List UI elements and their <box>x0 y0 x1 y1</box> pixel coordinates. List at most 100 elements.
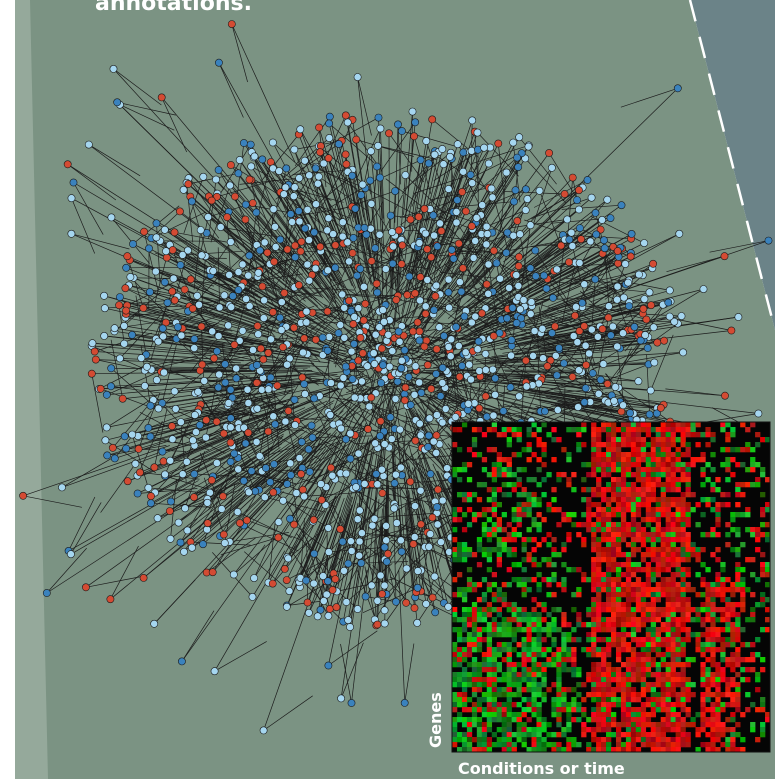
edge <box>404 506 416 598</box>
node <box>276 313 284 322</box>
heat-cell <box>620 422 627 428</box>
heat-cell <box>675 452 681 458</box>
node <box>394 120 402 129</box>
edge <box>261 159 288 215</box>
node <box>489 411 498 420</box>
node <box>336 381 345 390</box>
node <box>413 318 422 327</box>
node <box>180 285 189 294</box>
edge <box>208 196 240 249</box>
heat-cell <box>591 487 597 493</box>
heat-cell <box>452 427 458 433</box>
heat-cell <box>635 457 642 463</box>
node <box>583 176 592 184</box>
heat-cell <box>596 442 602 448</box>
node <box>580 280 589 289</box>
edge <box>166 257 227 259</box>
edge <box>243 282 303 318</box>
edge <box>100 463 136 513</box>
edge <box>426 253 453 301</box>
heat-cell <box>710 467 716 473</box>
node <box>323 307 332 316</box>
node <box>126 273 135 281</box>
heat-cell <box>606 497 612 503</box>
node <box>512 271 521 279</box>
heat-cell <box>640 422 647 428</box>
heat-cell <box>456 467 463 473</box>
node <box>649 323 658 332</box>
node <box>653 338 662 347</box>
node <box>395 337 404 346</box>
node <box>433 520 442 529</box>
heat-cell <box>601 492 607 498</box>
heat-cell <box>690 507 696 513</box>
node <box>482 240 491 249</box>
edge <box>540 393 599 411</box>
heat-cell <box>491 492 498 498</box>
heat-cell <box>625 427 632 433</box>
node <box>527 298 536 306</box>
edge <box>486 360 551 365</box>
heat-cell <box>700 482 706 488</box>
node <box>177 331 186 340</box>
node <box>398 241 407 250</box>
heat-cell <box>591 452 597 458</box>
node <box>338 537 347 546</box>
heat-cell <box>486 427 493 433</box>
heat-cell <box>526 447 532 453</box>
node <box>290 145 299 154</box>
heat-cell <box>645 492 652 498</box>
heat-cell <box>476 497 483 503</box>
heat-cell <box>730 447 736 453</box>
edge <box>360 485 374 564</box>
node <box>176 538 185 547</box>
node <box>415 327 424 336</box>
node <box>301 390 309 398</box>
heat-cell <box>650 437 657 443</box>
heat-cell <box>685 422 691 428</box>
heat-cell <box>705 462 711 468</box>
heat-cell <box>645 482 652 488</box>
node <box>458 264 467 273</box>
node <box>438 363 447 372</box>
heat-cell <box>660 497 666 503</box>
node <box>252 361 261 369</box>
node <box>226 161 235 169</box>
heat-cell <box>620 462 627 468</box>
node <box>484 289 493 298</box>
heat-cell <box>476 482 483 488</box>
heat-cell <box>576 432 582 438</box>
node <box>355 551 364 560</box>
heat-cell <box>635 462 642 468</box>
heat-cell <box>685 442 691 448</box>
node <box>433 503 441 511</box>
heat-cell <box>645 442 652 448</box>
node <box>286 210 295 218</box>
heat-cell <box>456 427 463 433</box>
edge <box>494 332 542 372</box>
node <box>357 529 366 537</box>
edge <box>154 448 196 493</box>
node <box>284 406 293 415</box>
heat-cell <box>556 472 562 478</box>
node <box>150 463 159 472</box>
heat-cell <box>655 467 661 473</box>
node <box>157 93 166 102</box>
heat-cell <box>715 477 721 483</box>
node <box>475 366 484 375</box>
heat-cell <box>625 437 632 443</box>
heat-cell <box>680 437 686 443</box>
edge <box>208 457 239 511</box>
node <box>617 201 626 210</box>
heat-cell <box>670 472 676 478</box>
node <box>325 119 333 128</box>
node <box>216 223 225 231</box>
heat-cell <box>491 447 498 453</box>
heat-cell <box>650 427 657 433</box>
node <box>343 118 352 127</box>
node <box>275 167 283 175</box>
edge <box>270 374 319 378</box>
node <box>600 236 608 245</box>
node <box>210 667 219 676</box>
node <box>286 471 295 479</box>
